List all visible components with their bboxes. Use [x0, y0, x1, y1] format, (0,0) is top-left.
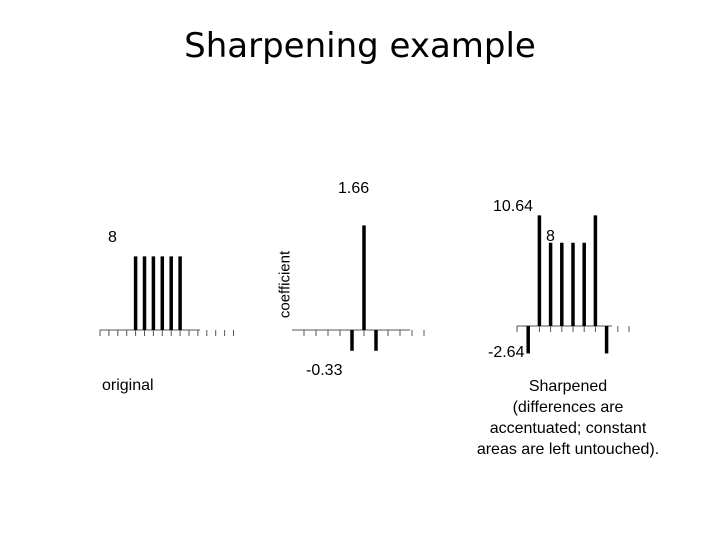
kernel-y-axis-label: coefficient: [276, 250, 294, 319]
kernel-peak-label: 1.66: [338, 180, 370, 197]
sharpened-mid-label: 8: [546, 228, 555, 245]
sharpened-peak-label: 10.64: [493, 198, 534, 215]
original-peak-label: 8: [108, 229, 117, 246]
kernel-neg-label: -0.33: [306, 362, 343, 379]
sharpened-neg-label: -2.64: [488, 344, 525, 361]
original-caption: original: [102, 377, 154, 394]
sharpened-caption: Sharpened (differences are accentuated; …: [476, 378, 660, 458]
slide-title: Sharpening example: [184, 26, 536, 66]
